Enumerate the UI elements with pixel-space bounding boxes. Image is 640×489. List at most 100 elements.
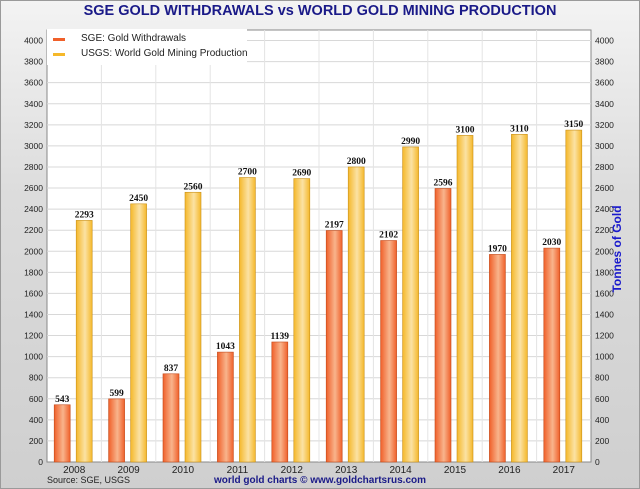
x-tick-label: 2010 [172, 465, 195, 476]
data-label-sge-2009: 599 [109, 389, 124, 399]
bar-usgs-2017 [565, 129, 583, 463]
data-label-usgs-2017: 3150 [564, 120, 583, 130]
bars: 543 2293 599 2450 837 2560 1043 2700 1139 2690 219… [53, 120, 584, 463]
legend-swatch-usgs [53, 53, 65, 56]
y-tick-label-left: 1000 [24, 352, 43, 362]
y-tick-label-left: 1800 [24, 267, 43, 277]
y-tick-label-right: 4000 [595, 36, 614, 46]
y-tick-label-right: 2000 [595, 246, 614, 256]
y-tick-label-left: 2800 [24, 162, 43, 172]
bar-sge-2013 [325, 230, 343, 463]
y-tick-label-left: 600 [29, 394, 43, 404]
y-tick-label-left: 3000 [24, 141, 43, 151]
x-tick-label: 2011 [227, 465, 249, 476]
bar-usgs-2016 [511, 134, 528, 463]
y-tick-label-left: 2200 [24, 225, 43, 235]
x-tick-label: 2013 [335, 465, 358, 476]
data-label-usgs-2014: 2990 [401, 137, 420, 147]
y-tick-label-right: 1400 [595, 309, 614, 319]
y-tick-label-left: 3200 [24, 120, 43, 130]
y-tick-label-right: 3800 [595, 57, 614, 67]
x-tick-label: 2009 [117, 465, 140, 476]
y-tick-label-right: 800 [595, 373, 609, 383]
data-label-sge-2012: 1139 [271, 332, 290, 342]
data-label-sge-2016: 1970 [488, 244, 507, 254]
bar-sge-2009 [108, 398, 125, 463]
y-tick-label-right: 3600 [595, 78, 614, 88]
credit-line: world gold charts © www.goldchartsrus.co… [213, 475, 427, 486]
y-tick-label-right: 400 [595, 415, 609, 425]
y-tick-label-left: 3600 [24, 78, 43, 88]
x-tick-label: 2012 [281, 465, 304, 476]
x-tick-label: 2017 [553, 465, 576, 476]
bar-sge-2017 [543, 247, 561, 463]
data-label-usgs-2009: 2450 [129, 194, 148, 204]
bar-sge-2014 [380, 240, 397, 463]
y-tick-label-right: 2200 [595, 225, 614, 235]
axis-ticks: 0 0 200 200 400 400 600 600 800 800 1000 1000 1200 12… [24, 36, 614, 476]
y-tick-label-left: 4000 [24, 36, 43, 46]
data-label-usgs-2008: 2293 [75, 210, 94, 220]
bar-usgs-2011 [239, 177, 256, 463]
data-label-sge-2013: 2197 [325, 221, 344, 231]
y-tick-label-left: 1400 [24, 309, 43, 319]
bar-sge-2010 [162, 373, 180, 463]
y-axis-label: Tonnes of Gold [610, 205, 624, 293]
x-tick-label: 2014 [389, 465, 412, 476]
data-label-sge-2014: 2102 [379, 231, 398, 241]
y-tick-label-right: 1600 [595, 288, 614, 298]
y-tick-label-right: 2400 [595, 204, 614, 214]
y-tick-label-right: 2800 [595, 162, 614, 172]
bar-sge-2012 [271, 341, 289, 463]
y-tick-label-right: 3000 [595, 141, 614, 151]
data-label-sge-2017: 2030 [542, 238, 561, 248]
x-tick-label: 2008 [63, 465, 86, 476]
bar-usgs-2008 [75, 220, 93, 463]
bar-sge-2011 [217, 351, 234, 463]
data-label-usgs-2011: 2700 [238, 168, 257, 178]
y-tick-label-right: 200 [595, 436, 609, 446]
data-label-sge-2010: 837 [164, 364, 179, 374]
y-tick-label-left: 2600 [24, 183, 43, 193]
bar-sge-2015 [434, 188, 452, 463]
bar-usgs-2014 [402, 146, 419, 463]
data-label-usgs-2015: 3100 [456, 125, 475, 135]
y-tick-label-right: 3400 [595, 99, 614, 109]
y-tick-label-right: 1000 [595, 352, 614, 362]
x-tick-label: 2015 [444, 465, 467, 476]
chart-title: SGE GOLD WITHDRAWALS vs WORLD GOLD MININ… [83, 3, 557, 19]
legend-swatch-sge [53, 38, 65, 41]
legend-label-sge: SGE: Gold Withdrawals [81, 33, 187, 44]
bar-usgs-2009 [130, 203, 147, 463]
data-label-sge-2011: 1043 [216, 342, 235, 352]
bar-sge-2008 [53, 404, 71, 463]
y-tick-label-right: 1200 [595, 331, 614, 341]
y-tick-label-left: 2000 [24, 246, 43, 256]
y-tick-label-left: 2400 [24, 204, 43, 214]
y-tick-label-left: 800 [29, 373, 43, 383]
y-tick-label-right: 2600 [595, 183, 614, 193]
source-note: Source: SGE, USGS [47, 475, 131, 485]
y-tick-label-left: 400 [29, 415, 43, 425]
y-tick-label-right: 1800 [595, 267, 614, 277]
y-tick-label-right: 600 [595, 394, 609, 404]
y-tick-label-right: 3200 [595, 120, 614, 130]
data-label-sge-2015: 2596 [434, 178, 453, 188]
bar-usgs-2012 [293, 178, 311, 463]
bar-usgs-2015 [456, 135, 474, 463]
bar-usgs-2010 [184, 191, 202, 463]
y-tick-label-left: 3800 [24, 57, 43, 67]
data-label-usgs-2016: 3110 [510, 124, 529, 134]
data-label-sge-2008: 543 [55, 395, 70, 405]
legend-label-usgs: USGS: World Gold Mining Production [81, 48, 248, 59]
y-tick-label-left: 1200 [24, 331, 43, 341]
x-tick-label: 2016 [498, 465, 521, 476]
data-label-usgs-2012: 2690 [292, 169, 311, 179]
data-label-usgs-2010: 2560 [184, 182, 203, 192]
y-tick-label-left: 200 [29, 436, 43, 446]
bar-usgs-2013 [347, 166, 365, 463]
bar-sge-2016 [489, 254, 506, 463]
y-tick-label-left: 1600 [24, 288, 43, 298]
